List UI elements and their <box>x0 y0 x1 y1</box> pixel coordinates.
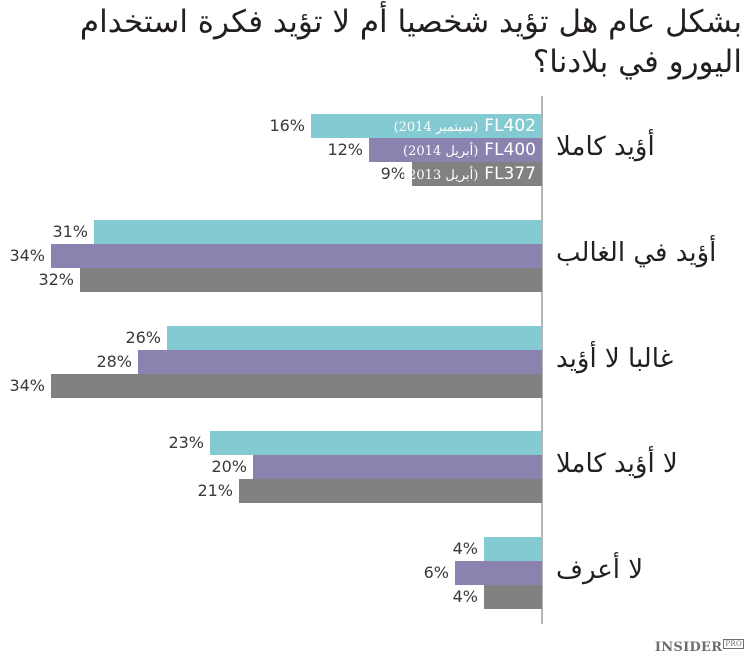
bar <box>94 220 542 244</box>
legend-entry: (أبريل 2013) FL377 <box>403 162 536 186</box>
bar <box>210 431 542 455</box>
bar-value-label: 32% <box>38 270 74 289</box>
bar <box>80 268 542 292</box>
bar-value-label: 34% <box>9 376 45 395</box>
bar <box>484 537 542 561</box>
bar-value-label: 21% <box>197 481 233 500</box>
legend-period: (سبتمبر 2014) <box>393 120 479 135</box>
bar <box>484 585 542 609</box>
bar <box>311 114 542 138</box>
bar <box>253 455 542 479</box>
bar-value-label: 9% <box>380 164 406 183</box>
bar-value-label: 16% <box>269 116 305 135</box>
bar <box>51 374 542 398</box>
bar-value-label: 23% <box>168 433 204 452</box>
bar-value-label: 34% <box>9 246 45 265</box>
bar-value-label: 12% <box>327 140 363 159</box>
bar-value-label: 4% <box>452 539 478 558</box>
category-label: غالبا لا أؤيد <box>556 344 674 374</box>
legend-entry: (سبتمبر 2014) FL402 <box>394 114 536 138</box>
legend-period: (أبريل 2013) <box>403 168 479 183</box>
bar <box>138 350 542 374</box>
bar-value-label: 28% <box>96 352 132 371</box>
bar <box>239 479 542 503</box>
insider-pro-logo: INSIDER PRO <box>654 639 744 655</box>
legend-code: FL400 <box>484 140 536 160</box>
category-label: أؤيد كاملا <box>556 132 655 162</box>
bar-value-label: 26% <box>125 328 161 347</box>
bar-value-label: 20% <box>211 457 247 476</box>
category-label: لا أؤيد كاملا <box>556 449 678 479</box>
legend-entry: (أبريل 2014) FL400 <box>403 138 536 162</box>
category-label: لا أعرف <box>556 555 644 585</box>
bar-value-label: 31% <box>52 222 88 241</box>
category-axis-line <box>541 96 543 624</box>
bar <box>412 162 542 186</box>
legend-code: FL402 <box>484 116 536 136</box>
bar <box>455 561 542 585</box>
chart-title: بشكل عام هل تؤيد شخصيا أم لا تؤيد فكرة ا… <box>79 4 742 80</box>
bar-value-label: 4% <box>452 587 478 606</box>
legend-code: FL377 <box>484 164 536 184</box>
bar <box>167 326 542 350</box>
bar-value-label: 6% <box>423 563 449 582</box>
bar <box>369 138 542 162</box>
category-label: أؤيد في الغالب <box>556 238 717 268</box>
legend-period: (أبريل 2014) <box>403 144 479 159</box>
bar <box>51 244 542 268</box>
